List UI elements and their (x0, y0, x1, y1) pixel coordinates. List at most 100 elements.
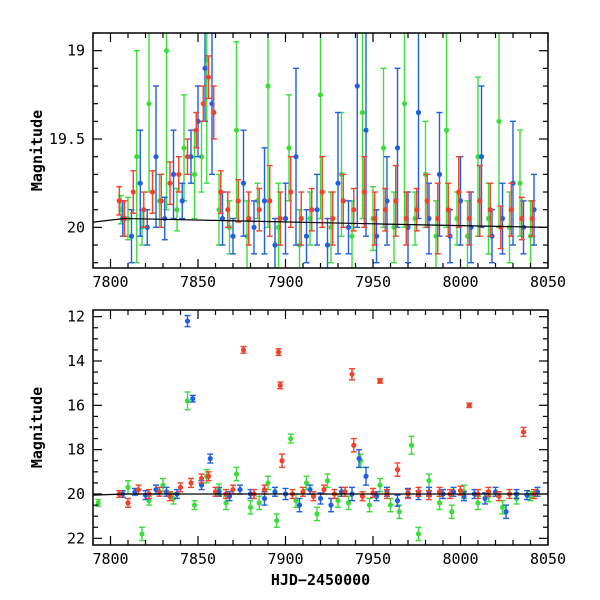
data-point (184, 398, 191, 404)
data-point (272, 242, 278, 248)
data-point (466, 215, 472, 222)
data-point (361, 189, 367, 195)
data-point (240, 347, 247, 353)
data-point (212, 489, 219, 495)
data-point (482, 495, 488, 502)
data-point (359, 493, 366, 499)
y-tick-label: 20 (67, 485, 85, 503)
data-point (261, 198, 268, 204)
series-2 (116, 55, 536, 255)
data-point (377, 482, 383, 488)
data-point (277, 382, 283, 388)
data-point (174, 207, 180, 213)
data-point (314, 511, 320, 517)
data-point (235, 198, 241, 204)
data-point (359, 109, 366, 116)
data-point (279, 458, 285, 464)
data-point (191, 171, 198, 177)
data-point (401, 101, 408, 107)
data-point (485, 489, 492, 495)
data-point (456, 189, 462, 195)
data-point (198, 154, 205, 160)
y-axis-title: Magnitude (28, 110, 46, 191)
data-point (170, 171, 177, 177)
x-tick-label: 8050 (530, 273, 566, 291)
data-point (193, 127, 199, 133)
data-point (160, 482, 166, 488)
x-tick-label: 8050 (530, 550, 566, 568)
top-panel-magnitude-zoom: 7800 7850 7900 7950 8000 8050 19 19.5 20 Magnitud… (28, 32, 566, 291)
data-point (496, 493, 502, 499)
data-point (265, 480, 271, 486)
data-point (356, 455, 362, 462)
data-point (520, 429, 527, 435)
data-point (351, 207, 357, 213)
data-point (251, 224, 257, 230)
data-point (176, 171, 182, 177)
data-point (134, 154, 140, 160)
data-point (286, 145, 292, 151)
data-point (256, 500, 262, 506)
data-point (393, 198, 399, 204)
y-tick-label: 22 (67, 529, 85, 547)
data-point (261, 495, 268, 502)
data-point (288, 189, 294, 195)
data-point (351, 442, 357, 448)
data-point (457, 488, 464, 494)
data-point (167, 180, 173, 186)
data-point (436, 500, 443, 506)
data-point (426, 478, 432, 484)
data-point (366, 502, 373, 508)
data-point (396, 509, 402, 515)
data-point (184, 154, 191, 160)
data-point (508, 207, 514, 213)
data-point (211, 109, 217, 116)
data-point (330, 215, 336, 222)
data-point (233, 471, 240, 477)
data-point (177, 484, 184, 490)
data-point (524, 492, 530, 498)
data-point (198, 475, 205, 482)
data-point (218, 189, 224, 195)
data-point (128, 233, 135, 239)
data-point (293, 154, 299, 160)
data-point (475, 500, 481, 506)
data-point (307, 486, 313, 493)
data-point (293, 498, 299, 504)
data-point (370, 490, 376, 496)
y-tick-label: 19.5 (49, 130, 85, 148)
data-point (342, 489, 348, 495)
data-point (340, 198, 346, 204)
data-point (225, 207, 231, 213)
data-point (443, 127, 450, 133)
data-point (246, 215, 252, 222)
data-point (477, 198, 483, 204)
data-point (205, 473, 212, 479)
data-point (198, 482, 205, 488)
data-point (139, 531, 145, 537)
data-point (125, 500, 131, 506)
data-point (300, 489, 306, 495)
y-tick-label: 18 (67, 441, 85, 459)
series-0 (95, 391, 534, 542)
data-point (188, 480, 194, 486)
data-point (277, 215, 283, 222)
data-point (135, 486, 142, 493)
data-point (319, 189, 325, 195)
data-point (394, 467, 401, 473)
data-point (415, 531, 422, 537)
model-curve (93, 217, 548, 228)
y-tick-label: 14 (67, 352, 85, 370)
data-point (317, 495, 324, 502)
x-tick-label: 8000 (442, 550, 478, 568)
data-point (345, 500, 352, 506)
data-point (394, 498, 401, 504)
data-point (426, 492, 432, 498)
data-point (190, 396, 196, 402)
data-point (274, 518, 280, 524)
data-point (156, 489, 163, 495)
data-point (303, 480, 310, 486)
data-point (415, 489, 422, 495)
series-2 (116, 345, 537, 509)
